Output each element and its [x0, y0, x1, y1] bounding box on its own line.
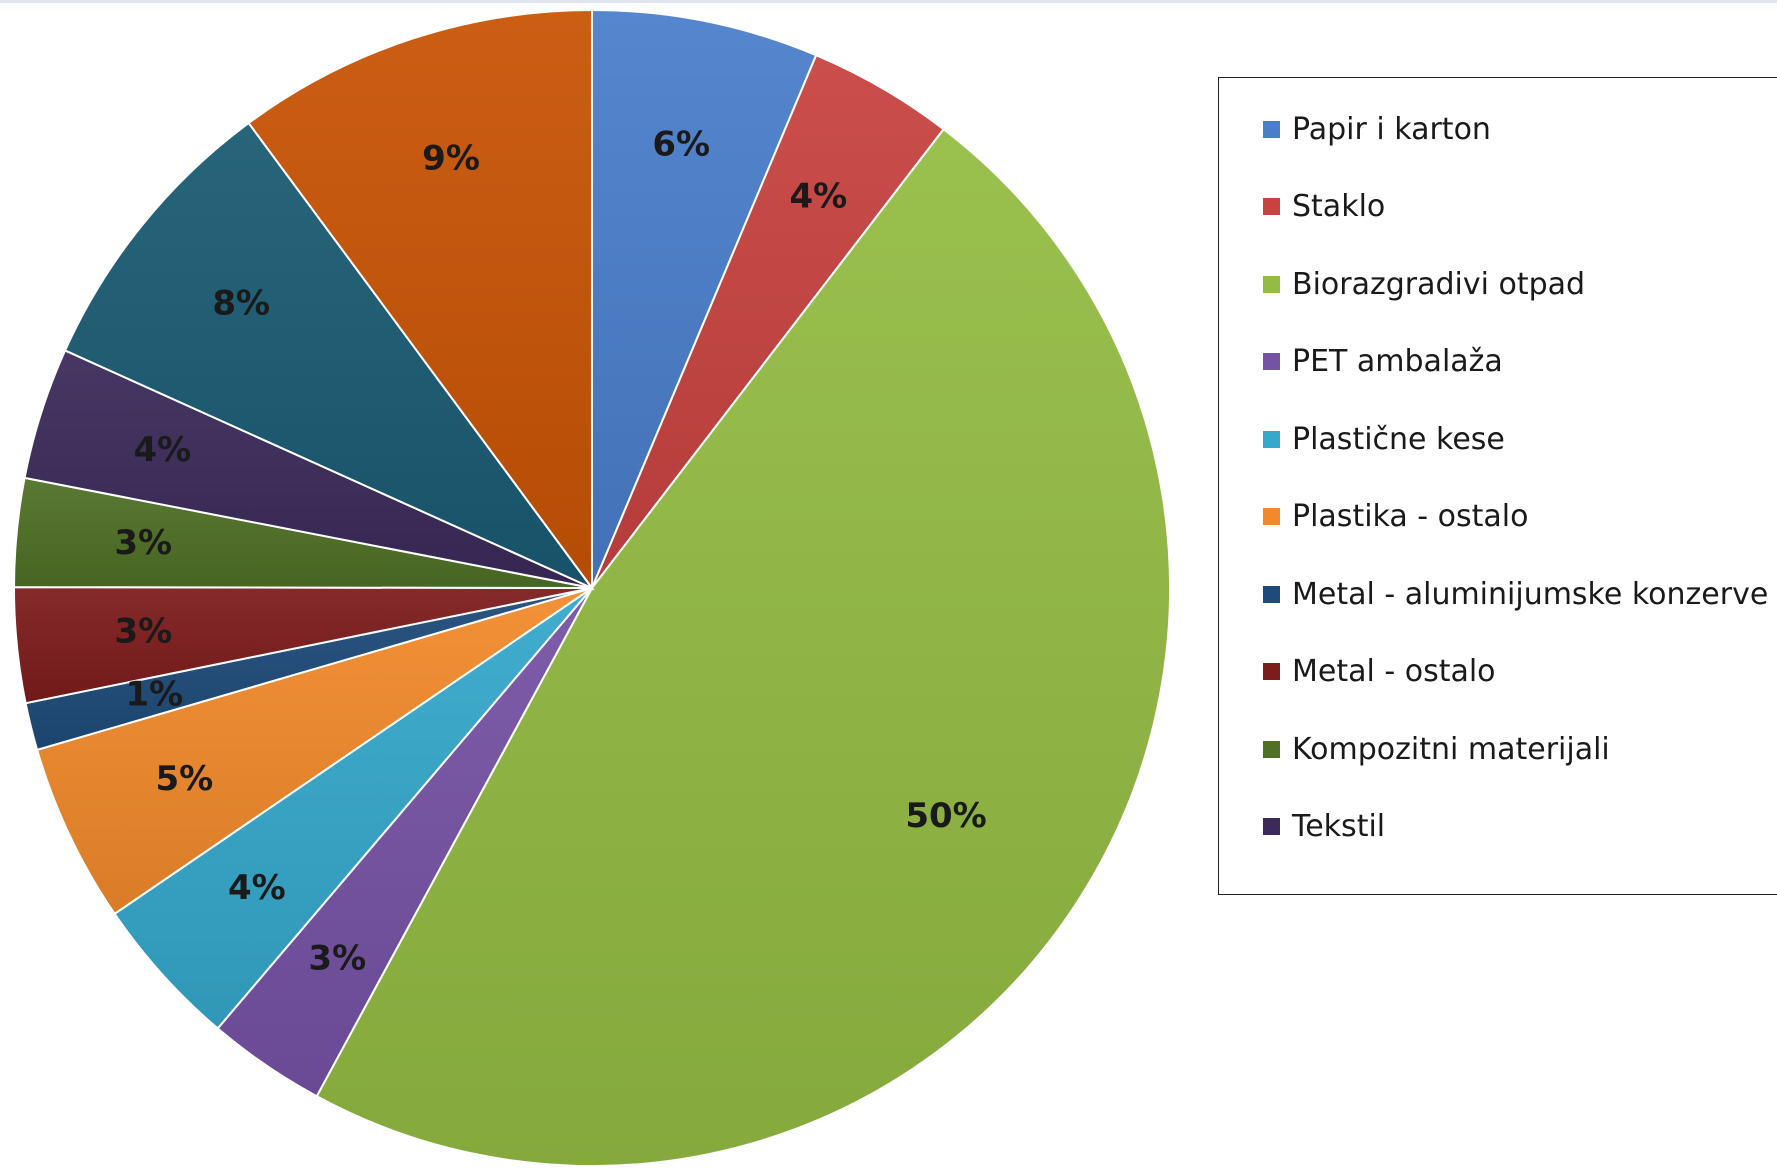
- legend-item: Metal - aluminijumske konzerve: [1263, 574, 1768, 614]
- legend-label: Tekstil: [1292, 809, 1385, 844]
- legend-swatch: [1263, 741, 1280, 758]
- legend-label: Plastične kese: [1292, 422, 1505, 457]
- legend-swatch: [1263, 586, 1280, 603]
- legend-swatch: [1263, 121, 1280, 138]
- legend-item: Plastične kese: [1263, 419, 1505, 459]
- data-label: 4%: [790, 177, 848, 217]
- legend-item: Metal - ostalo: [1263, 652, 1496, 692]
- legend-item: Tekstil: [1263, 807, 1385, 847]
- legend-swatch: [1263, 353, 1280, 370]
- legend-swatch: [1263, 198, 1280, 215]
- legend: Papir i karton Staklo Biorazgradivi otpad P…: [1218, 77, 1777, 895]
- legend-label: PET ambalaža: [1292, 344, 1503, 379]
- data-label: 4%: [133, 430, 191, 470]
- legend-swatch: [1263, 431, 1280, 448]
- legend-swatch: [1263, 508, 1280, 525]
- data-label: 3%: [114, 523, 172, 563]
- legend-item: Biorazgradivi otpad: [1263, 264, 1585, 304]
- data-label: 3%: [308, 938, 366, 978]
- data-label: 6%: [652, 125, 710, 165]
- legend-swatch: [1263, 663, 1280, 680]
- data-label: 9%: [422, 138, 480, 178]
- legend-item: Plastika - ostalo: [1263, 497, 1528, 537]
- legend-label: Papir i karton: [1292, 112, 1491, 147]
- data-label: 8%: [212, 283, 270, 323]
- legend-label: Metal - ostalo: [1292, 654, 1496, 689]
- pie-slices: [14, 10, 1170, 1166]
- legend-swatch: [1263, 276, 1280, 293]
- legend-label: Staklo: [1292, 189, 1385, 224]
- legend-item: Staklo: [1263, 187, 1385, 227]
- legend-item: PET ambalaža: [1263, 342, 1503, 382]
- legend-item: Papir i karton: [1263, 109, 1491, 149]
- legend-swatch: [1263, 818, 1280, 835]
- data-label: 4%: [228, 868, 286, 908]
- legend-label: Kompozitni materijali: [1292, 732, 1610, 767]
- data-label: 1%: [125, 675, 183, 715]
- legend-label: Biorazgradivi otpad: [1292, 267, 1585, 302]
- legend-item: Kompozitni materijali: [1263, 729, 1610, 769]
- legend-label: Metal - aluminijumske konzerve: [1292, 577, 1768, 612]
- data-label: 50%: [905, 796, 986, 836]
- legend-label: Plastika - ostalo: [1292, 499, 1528, 534]
- data-label: 5%: [155, 759, 213, 799]
- data-label: 3%: [115, 611, 173, 651]
